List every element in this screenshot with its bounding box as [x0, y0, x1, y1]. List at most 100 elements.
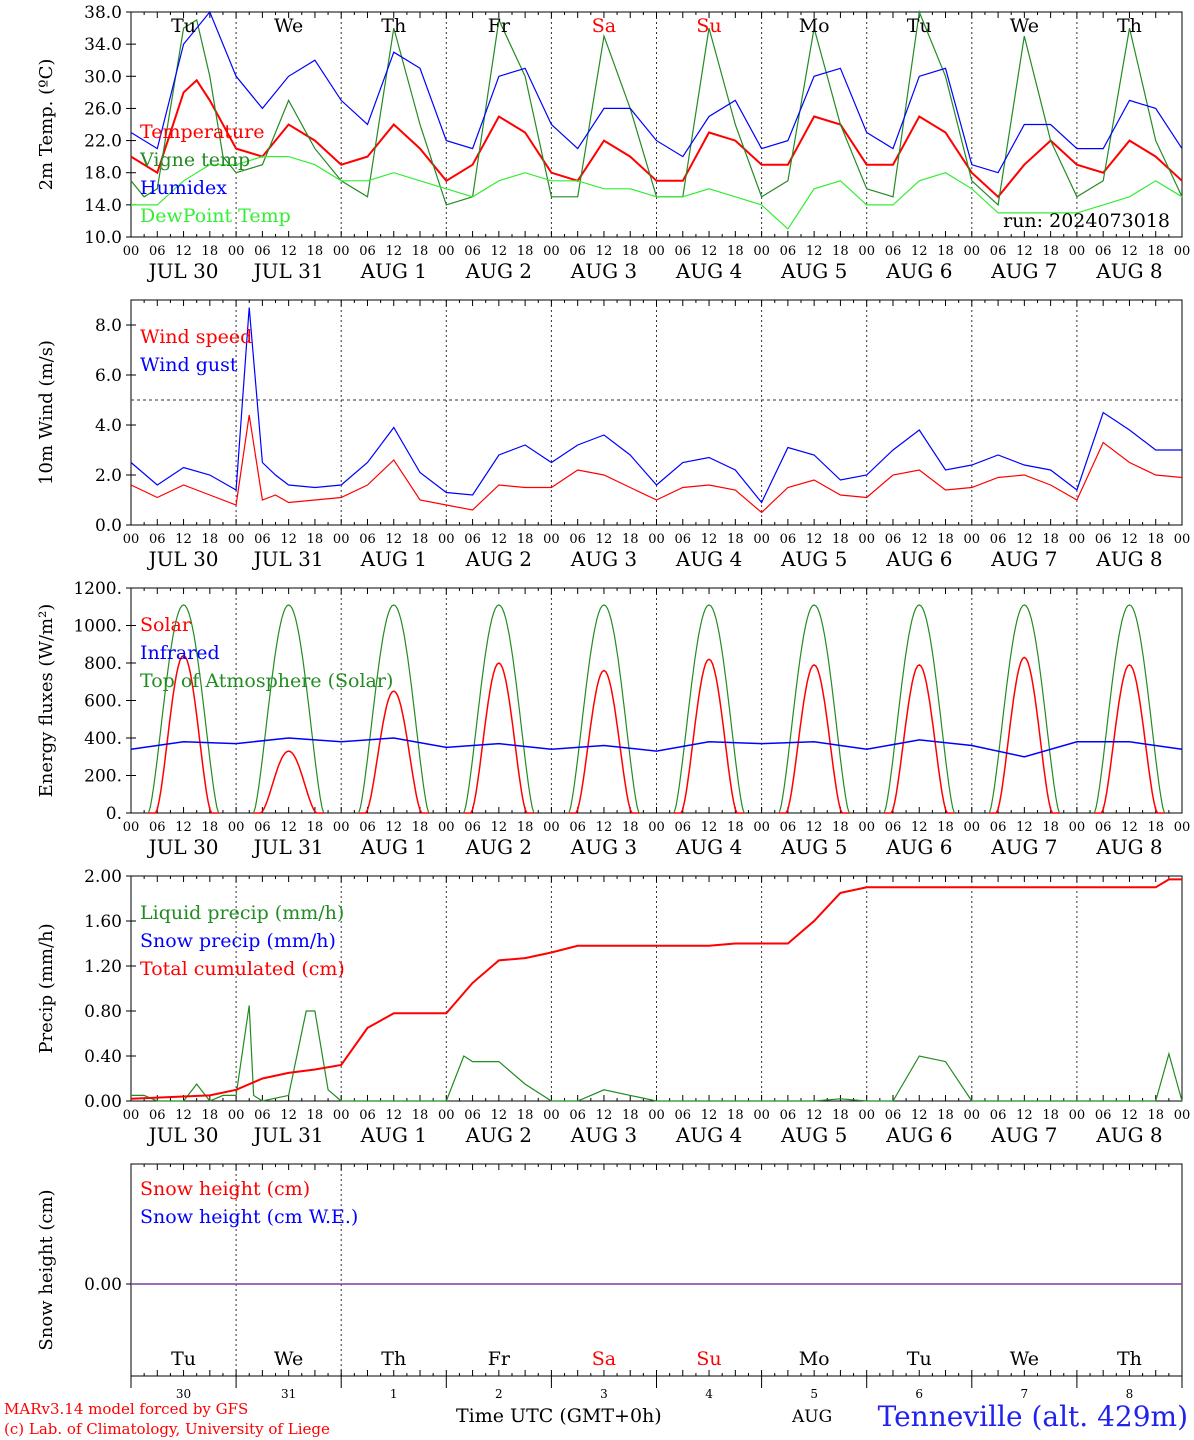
legend-entry: Liquid precip (mm/h) [140, 902, 344, 924]
series-temperature [130, 78, 1183, 199]
y-tick-label: 26.0 [84, 99, 122, 119]
x-hour-label: 18 [202, 820, 219, 835]
legend-entry: Total cumulated (cm) [140, 958, 345, 980]
y-tick-label: 400. [84, 729, 122, 749]
day-number: 4 [705, 1387, 713, 1401]
day-name: We [274, 15, 303, 37]
x-hour-label: 12 [1121, 244, 1138, 259]
x-hour-label: 06 [990, 244, 1007, 259]
x-hour-label: 00 [648, 820, 665, 835]
panel-precip [126, 875, 1183, 1102]
day-number: 3 [600, 1387, 608, 1401]
x-date-label: AUG 5 [780, 259, 847, 283]
x-date-label: AUG 4 [675, 547, 742, 571]
x-hour-label: 06 [569, 532, 586, 547]
x-hour-label: 06 [1095, 244, 1112, 259]
y-axis-label: 2m Temp. (ºC) [36, 59, 57, 191]
x-hour-label: 00 [648, 532, 665, 547]
x-hour-label: 12 [280, 532, 297, 547]
x-date-label: AUG 7 [990, 835, 1057, 859]
day-number: 31 [281, 1387, 296, 1401]
x-hour-label: 18 [937, 532, 954, 547]
day-name: Mo [799, 1348, 830, 1370]
x-hour-label: 00 [1174, 820, 1191, 835]
x-hour-label: 18 [412, 532, 429, 547]
footer-month: AUG [792, 1407, 833, 1427]
x-date-label: AUG 8 [1095, 259, 1162, 283]
x-date-label: AUG 5 [780, 835, 847, 859]
x-hour-label: 06 [254, 244, 271, 259]
legend-entry: Top of Atmosphere (Solar) [140, 670, 393, 692]
x-hour-label: 06 [254, 820, 271, 835]
legend-entry: Vigne temp [139, 149, 250, 171]
model-credit: MARv3.14 model forced by GFS [4, 1400, 249, 1418]
x-hour-label: 06 [1095, 1108, 1112, 1123]
x-hour-label: 00 [228, 244, 245, 259]
y-tick-label: 38.0 [84, 3, 122, 23]
x-hour-label: 18 [727, 1108, 744, 1123]
legend-entry: Wind gust [140, 354, 238, 376]
x-date-label: AUG 7 [990, 1123, 1057, 1147]
x-date-label: JUL 31 [252, 1123, 324, 1147]
x-hour-label: 00 [1069, 244, 1086, 259]
x-date-label: AUG 1 [360, 547, 427, 571]
y-tick-label: 22.0 [84, 132, 122, 152]
x-hour-label: 00 [228, 532, 245, 547]
x-date-label: AUG 4 [675, 835, 742, 859]
x-hour-label: 00 [1174, 244, 1191, 259]
x-hour-label: 06 [885, 1108, 902, 1123]
x-date-label: AUG 7 [990, 547, 1057, 571]
y-tick-label: 0.00 [84, 1092, 122, 1112]
x-hour-label: 12 [385, 532, 402, 547]
x-hour-label: 18 [832, 244, 849, 259]
y-tick-label: 0.80 [84, 1002, 122, 1022]
x-hour-label: 06 [780, 532, 797, 547]
run-annotation: run: 2024073018 [1003, 210, 1170, 232]
y-tick-label: 0.0 [95, 516, 122, 536]
x-hour-label: 00 [438, 244, 455, 259]
x-hour-label: 06 [254, 1108, 271, 1123]
legend-entry: DewPoint Temp [140, 205, 291, 227]
x-hour-label: 12 [1121, 820, 1138, 835]
x-hour-label: 00 [333, 244, 350, 259]
x-hour-label: 06 [149, 1108, 166, 1123]
x-date-label: AUG 8 [1095, 835, 1162, 859]
x-hour-label: 00 [1069, 820, 1086, 835]
x-hour-label: 18 [937, 1108, 954, 1123]
legend-entry: Snow height (cm) [140, 1178, 310, 1200]
day-name: We [274, 1348, 303, 1370]
day-name: Th [381, 1348, 406, 1370]
x-hour-label: 00 [228, 1108, 245, 1123]
x-hour-label: 18 [1147, 1108, 1164, 1123]
x-hour-label: 12 [701, 1108, 718, 1123]
series-wind-gust [130, 307, 1182, 504]
day-name: We [1010, 1348, 1039, 1370]
x-hour-label: 18 [1042, 244, 1059, 259]
x-hour-label: 12 [175, 1108, 192, 1123]
x-hour-label: 18 [202, 532, 219, 547]
x-hour-label: 06 [990, 1108, 1007, 1123]
day-name: Tu [907, 15, 932, 37]
x-hour-label: 12 [911, 820, 928, 835]
x-date-label: JUL 30 [147, 547, 219, 571]
x-hour-label: 00 [964, 1108, 981, 1123]
day-number: 1 [390, 1387, 398, 1401]
panel-energy [126, 587, 1183, 814]
x-hour-label: 00 [1174, 532, 1191, 547]
x-hour-label: 00 [123, 820, 140, 835]
x-date-label: AUG 4 [675, 259, 742, 283]
x-hour-label: 18 [412, 244, 429, 259]
x-hour-label: 18 [727, 820, 744, 835]
x-date-label: AUG 2 [465, 547, 532, 571]
day-name: Su [696, 1348, 721, 1370]
x-hour-label: 12 [596, 1108, 613, 1123]
x-date-label: AUG 2 [465, 1123, 532, 1147]
x-hour-label: 00 [753, 820, 770, 835]
x-hour-label: 06 [569, 1108, 586, 1123]
x-date-label: AUG 6 [885, 835, 952, 859]
day-name: Fr [488, 15, 511, 37]
x-hour-label: 00 [753, 1108, 770, 1123]
y-axis-label: Precip (mm/h) [36, 923, 57, 1053]
x-hour-label: 18 [1147, 820, 1164, 835]
y-tick-label: 0. [106, 804, 122, 824]
